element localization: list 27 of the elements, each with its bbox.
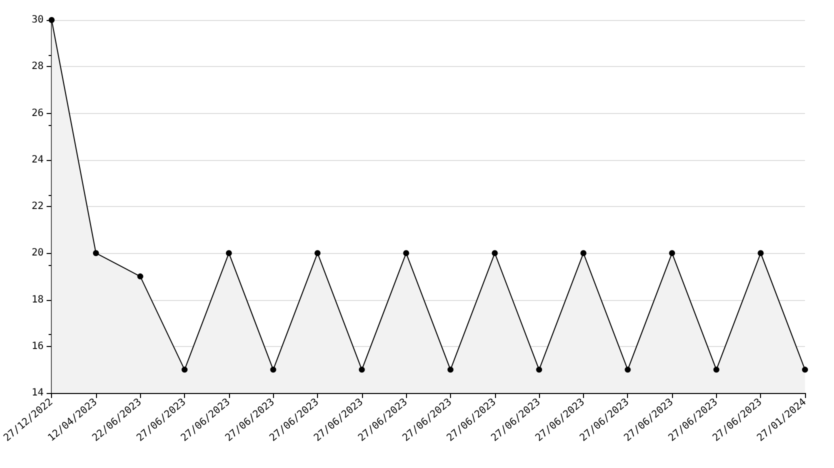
y-tick-label: 24 — [32, 154, 44, 166]
point — [314, 250, 321, 256]
y-tick-label: 16 — [32, 340, 44, 352]
point — [713, 366, 720, 373]
point — [137, 273, 144, 280]
point — [492, 250, 498, 256]
point — [270, 366, 276, 373]
y-tick-label: 26 — [32, 108, 44, 119]
point — [447, 366, 454, 373]
point — [802, 366, 808, 373]
y-tick-label: 22 — [32, 201, 44, 212]
y-tick-label: 28 — [32, 61, 44, 72]
point — [580, 250, 586, 256]
point — [358, 366, 365, 373]
point — [403, 250, 410, 256]
point — [48, 17, 55, 23]
y-tick-label: 18 — [32, 294, 44, 306]
point — [758, 250, 764, 256]
point — [92, 250, 99, 256]
y-tick-label: 30 — [32, 14, 44, 26]
point — [536, 366, 542, 373]
point — [182, 366, 188, 373]
point — [226, 250, 232, 256]
point — [624, 366, 631, 373]
y-tick-label: 14 — [32, 388, 44, 398]
point — [669, 250, 676, 256]
y-tick-label: 20 — [32, 248, 44, 259]
